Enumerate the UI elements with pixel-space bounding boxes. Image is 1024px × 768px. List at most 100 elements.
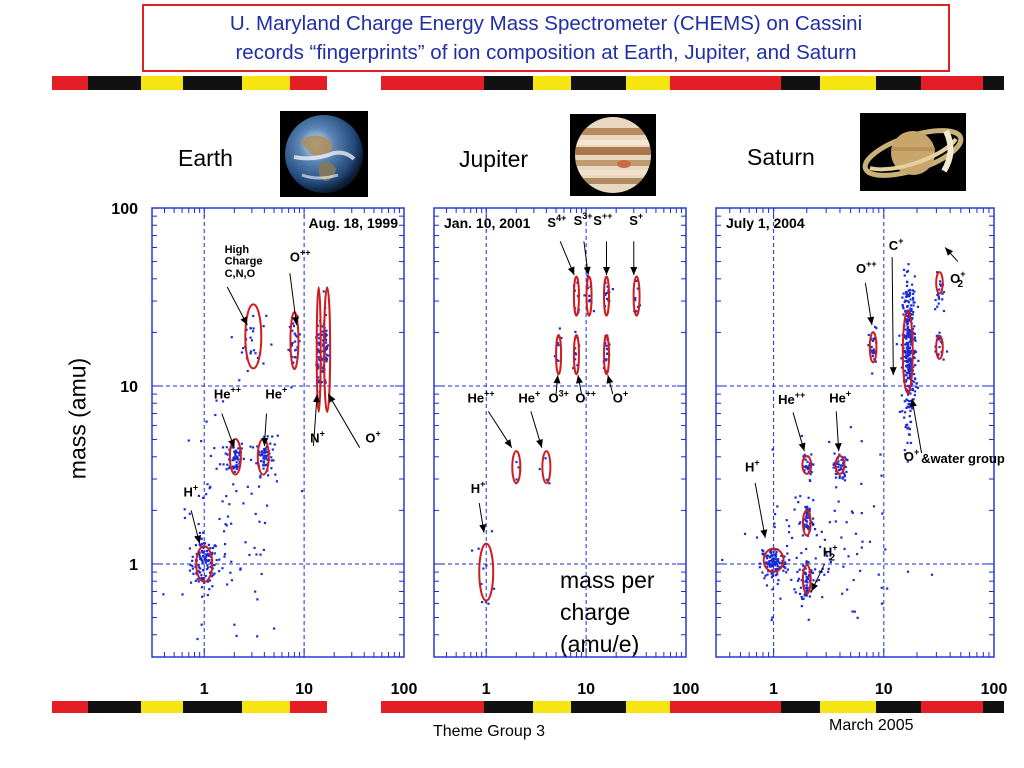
data-point xyxy=(256,445,259,448)
data-point xyxy=(773,561,776,565)
saturn-photo xyxy=(860,113,966,191)
title-line-2: records “fingerprints” of ion compositio… xyxy=(235,41,857,64)
data-point xyxy=(592,310,596,313)
data-point xyxy=(938,345,941,349)
data-point xyxy=(917,359,920,362)
arrow-head xyxy=(576,375,583,384)
ion-label: N+ xyxy=(310,429,325,446)
chart-date-label: Aug. 18, 1999 xyxy=(309,215,399,231)
ion-label: High xyxy=(225,244,250,256)
jupiter-photo xyxy=(570,114,656,196)
data-point xyxy=(766,573,769,576)
data-point xyxy=(906,332,909,335)
data-point xyxy=(803,469,806,472)
arrow-head xyxy=(909,398,917,408)
data-point xyxy=(232,467,235,470)
data-point xyxy=(548,482,551,485)
data-point xyxy=(258,520,261,523)
data-point xyxy=(877,573,880,576)
data-point xyxy=(270,467,273,470)
data-point xyxy=(225,446,228,449)
data-point xyxy=(902,292,905,295)
data-point xyxy=(211,546,215,550)
banner-segment xyxy=(183,701,242,713)
data-point xyxy=(828,521,831,524)
data-point xyxy=(256,356,260,359)
data-point xyxy=(859,569,862,572)
data-point xyxy=(807,561,810,564)
data-point xyxy=(840,536,843,539)
cluster-ellipse xyxy=(632,275,641,317)
data-point xyxy=(259,460,263,463)
data-point xyxy=(823,538,826,541)
data-point xyxy=(871,351,874,354)
data-point xyxy=(785,544,789,548)
data-point xyxy=(814,568,817,571)
data-point xyxy=(634,299,637,302)
banner-segment xyxy=(921,701,983,713)
data-point xyxy=(257,453,261,456)
data-point xyxy=(208,579,212,582)
data-point xyxy=(845,470,848,473)
data-point xyxy=(910,308,913,311)
data-point xyxy=(204,555,207,559)
data-point xyxy=(833,452,836,455)
data-point xyxy=(250,492,253,495)
data-point xyxy=(233,465,237,468)
data-point xyxy=(805,516,809,520)
data-point xyxy=(771,588,774,591)
data-point xyxy=(910,309,913,312)
data-point xyxy=(292,361,295,364)
data-point xyxy=(871,372,874,375)
data-point xyxy=(909,361,912,364)
banner-segment xyxy=(983,76,1004,90)
data-point xyxy=(860,440,863,443)
data-point xyxy=(234,452,237,455)
data-point xyxy=(800,595,803,599)
data-point xyxy=(914,339,917,342)
data-point xyxy=(908,364,911,367)
banner-segment xyxy=(876,76,921,90)
data-point xyxy=(208,588,211,591)
data-point xyxy=(233,470,236,474)
data-point xyxy=(574,347,577,350)
data-point xyxy=(230,579,234,582)
data-point xyxy=(197,494,200,498)
banner-segment xyxy=(52,76,88,90)
data-point xyxy=(807,516,810,519)
x-tick-label: 1 xyxy=(200,681,209,698)
data-point xyxy=(873,325,877,328)
data-point xyxy=(215,558,218,562)
data-point xyxy=(907,351,910,355)
data-point xyxy=(904,351,907,354)
data-point xyxy=(235,467,238,470)
data-point xyxy=(325,353,328,356)
data-point xyxy=(321,325,324,328)
data-point xyxy=(262,325,265,328)
data-point xyxy=(572,367,575,370)
data-point xyxy=(197,522,200,526)
data-point xyxy=(202,531,205,534)
banner-segment xyxy=(626,76,670,90)
ion-label: Charge xyxy=(225,256,263,268)
data-point xyxy=(907,289,910,292)
data-point xyxy=(265,451,269,454)
data-point xyxy=(249,352,252,355)
data-point xyxy=(913,377,917,380)
arrow-head xyxy=(261,437,269,446)
data-point xyxy=(913,394,916,397)
data-point xyxy=(777,579,780,582)
data-point xyxy=(812,522,815,526)
data-point xyxy=(845,521,848,524)
data-point xyxy=(221,567,224,570)
data-point xyxy=(907,369,910,372)
data-point xyxy=(192,572,195,575)
data-point xyxy=(916,305,920,308)
data-point xyxy=(325,357,328,361)
banner-segment xyxy=(242,701,290,713)
banner-segment xyxy=(484,701,533,713)
banner-segment xyxy=(921,76,983,90)
data-point xyxy=(773,558,776,561)
data-point xyxy=(200,537,203,540)
data-point xyxy=(796,570,799,573)
